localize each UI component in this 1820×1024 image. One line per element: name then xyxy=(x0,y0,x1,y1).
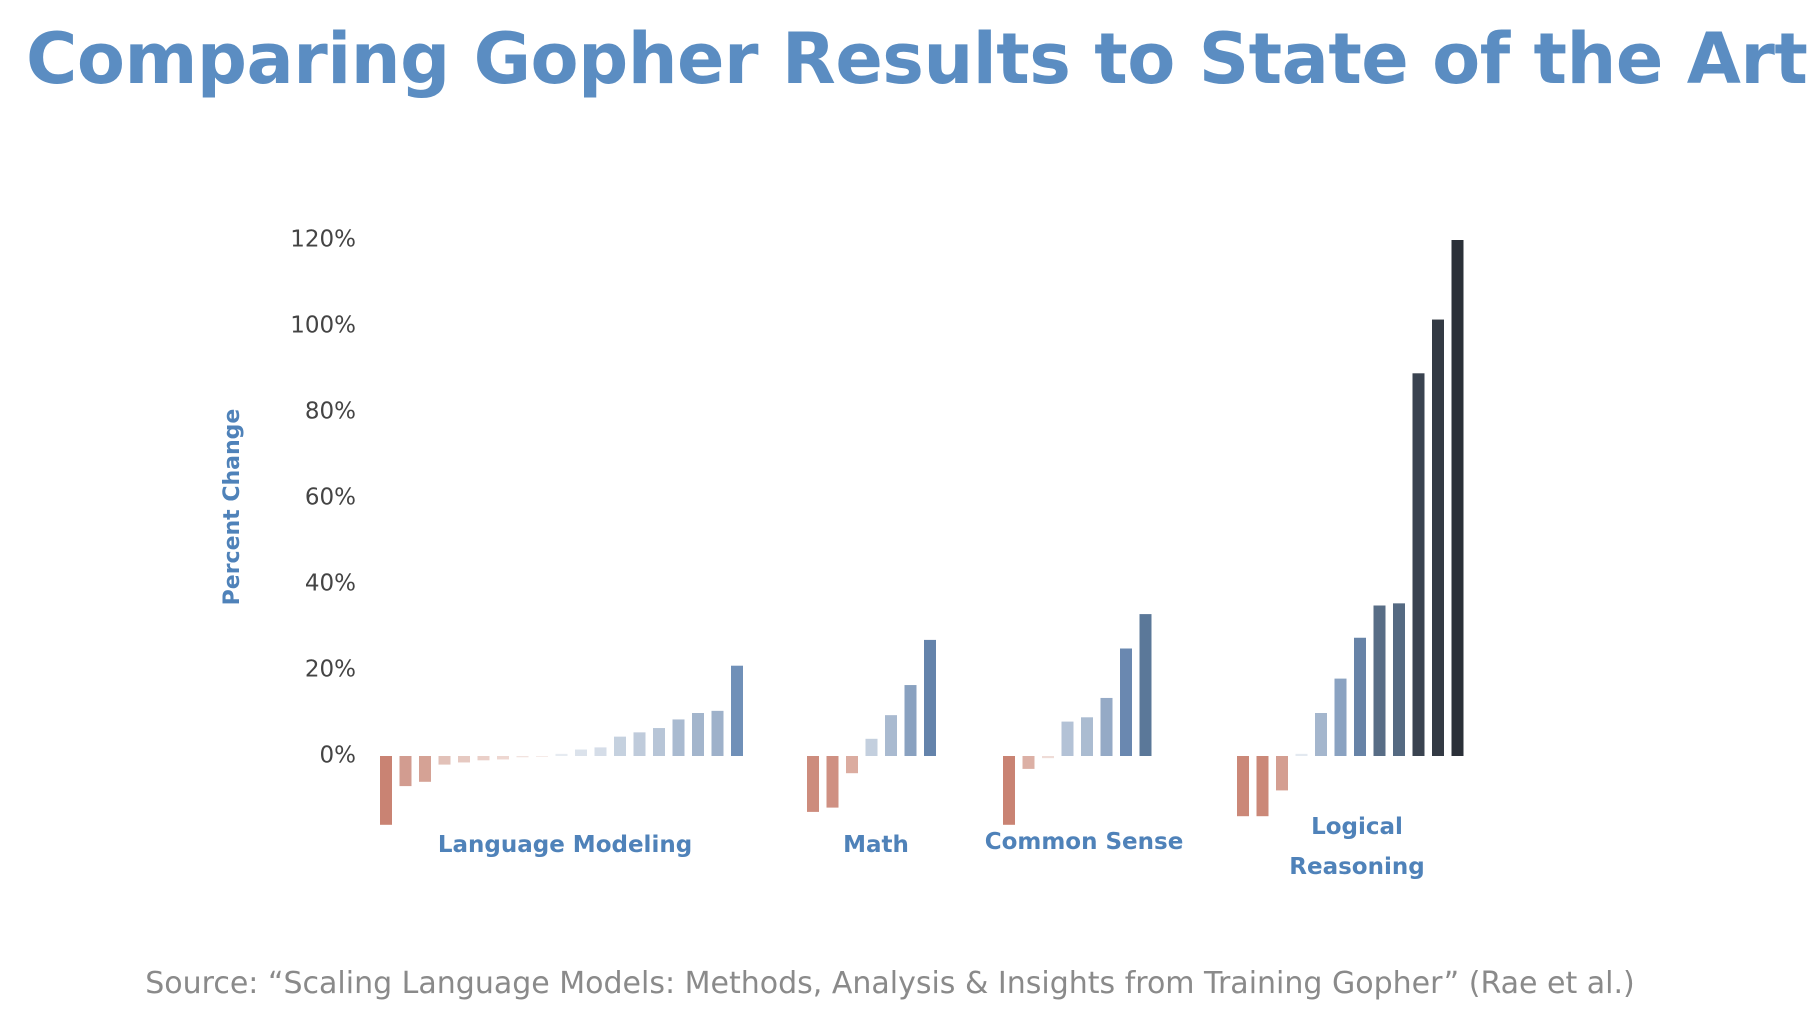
bar xyxy=(1451,240,1464,756)
bar xyxy=(1276,756,1288,791)
bar xyxy=(1412,373,1425,756)
bar xyxy=(1256,756,1269,817)
y-tick-label: 0% xyxy=(320,743,357,769)
bar xyxy=(1334,678,1347,756)
bar xyxy=(1139,614,1152,756)
bar xyxy=(536,756,548,757)
bar xyxy=(438,756,451,765)
bar xyxy=(1042,756,1054,759)
bar xyxy=(1120,648,1132,756)
bar xyxy=(904,685,917,756)
bar xyxy=(731,665,743,756)
bar xyxy=(1237,756,1249,817)
bar xyxy=(672,719,685,756)
bar xyxy=(575,749,587,756)
category-label: Language Modeling xyxy=(437,832,693,858)
y-tick-label: 120% xyxy=(290,227,356,253)
bar xyxy=(885,715,897,756)
bar xyxy=(555,753,568,756)
bar xyxy=(692,713,704,756)
bar xyxy=(1022,756,1035,769)
bar xyxy=(1354,637,1366,756)
bar xyxy=(1061,721,1074,756)
bar xyxy=(497,756,509,760)
y-tick-label: 60% xyxy=(305,485,356,511)
bar xyxy=(419,756,431,782)
source-note: Source: “Scaling Language Models: Method… xyxy=(145,966,1635,1001)
bar xyxy=(1432,319,1444,756)
bar xyxy=(807,756,819,812)
category-label: Common Sense xyxy=(984,829,1184,855)
bar xyxy=(477,756,490,761)
bar xyxy=(1393,603,1405,756)
bar xyxy=(1373,605,1386,756)
bar xyxy=(846,756,858,774)
y-axis-label: Percent Change xyxy=(220,409,245,606)
y-tick-label: 100% xyxy=(290,313,356,339)
bar xyxy=(653,728,665,756)
bar xyxy=(924,639,936,756)
y-tick-label: 40% xyxy=(305,571,356,597)
bar xyxy=(1295,753,1308,756)
bar xyxy=(826,756,839,808)
chart-title: Comparing Gopher Results to State of the… xyxy=(26,18,1808,100)
category-label: Logical Reasoning xyxy=(1289,814,1425,880)
bar xyxy=(516,756,529,758)
bar xyxy=(380,756,392,825)
bar xyxy=(865,738,878,756)
bar xyxy=(711,710,724,756)
bar xyxy=(1315,713,1327,756)
category-label: Math xyxy=(843,832,909,858)
bar xyxy=(614,736,626,756)
y-tick-label: 20% xyxy=(305,657,356,683)
bar xyxy=(399,756,412,787)
bar xyxy=(633,732,646,756)
bar xyxy=(594,747,607,756)
bar xyxy=(458,756,470,763)
bar xyxy=(1100,697,1113,756)
bar xyxy=(1081,717,1093,756)
y-tick-label: 80% xyxy=(305,399,356,425)
bar xyxy=(1003,756,1015,825)
